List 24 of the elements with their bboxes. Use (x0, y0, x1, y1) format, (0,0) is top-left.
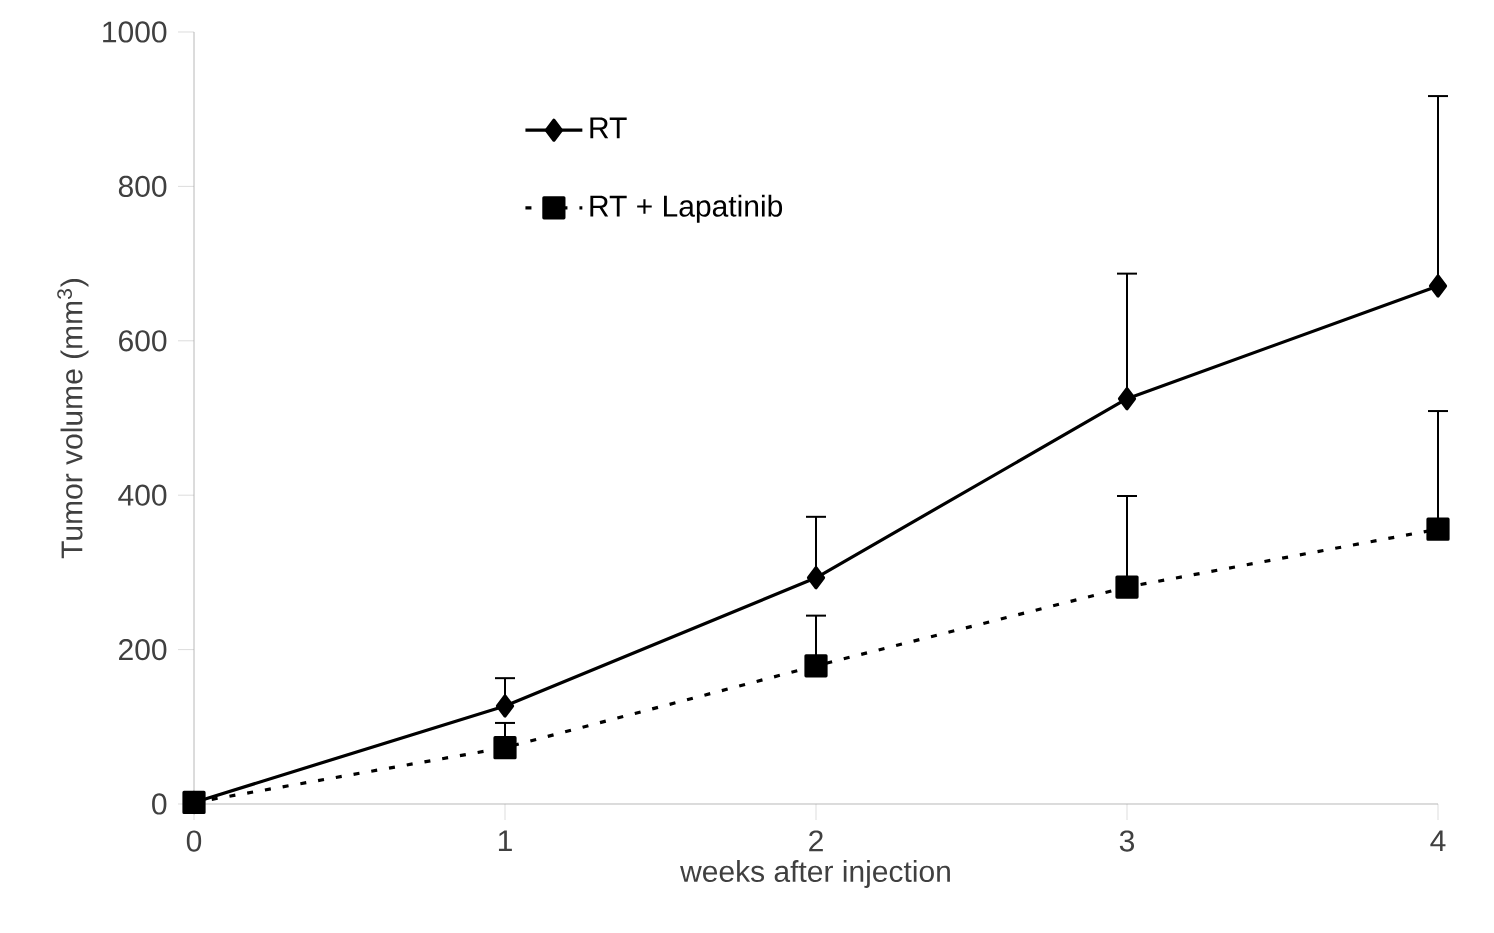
x-tick-label: 4 (1430, 830, 1446, 852)
point (1428, 274, 1448, 298)
x-tick-label: 0 (186, 830, 202, 852)
y-tick-label: 400 (118, 484, 167, 506)
y-tick-label: 600 (119, 330, 167, 352)
x-tick-label: 2 (809, 830, 823, 852)
point (806, 566, 826, 590)
point (1426, 517, 1450, 541)
point (804, 654, 828, 678)
point (1115, 575, 1139, 599)
point (1117, 387, 1137, 411)
point (495, 694, 515, 718)
x-tick-label: 1 (498, 830, 512, 852)
x-axis-title: weeks after injection (680, 860, 950, 888)
legend-label: RT + Lapatinib (590, 194, 783, 223)
y-tick-label: 800 (118, 175, 167, 198)
y-tick-label: 200 (119, 638, 167, 661)
legend-label: RT (590, 117, 627, 139)
point (182, 790, 206, 815)
y-tick-label: 0 (152, 793, 167, 815)
y-axis-title: Tumor volume (mm$^{3}$) (57, 279, 89, 559)
y-tick-label: 1000 (103, 21, 167, 43)
x-tick-label: 3 (1119, 830, 1135, 852)
point (493, 736, 517, 760)
